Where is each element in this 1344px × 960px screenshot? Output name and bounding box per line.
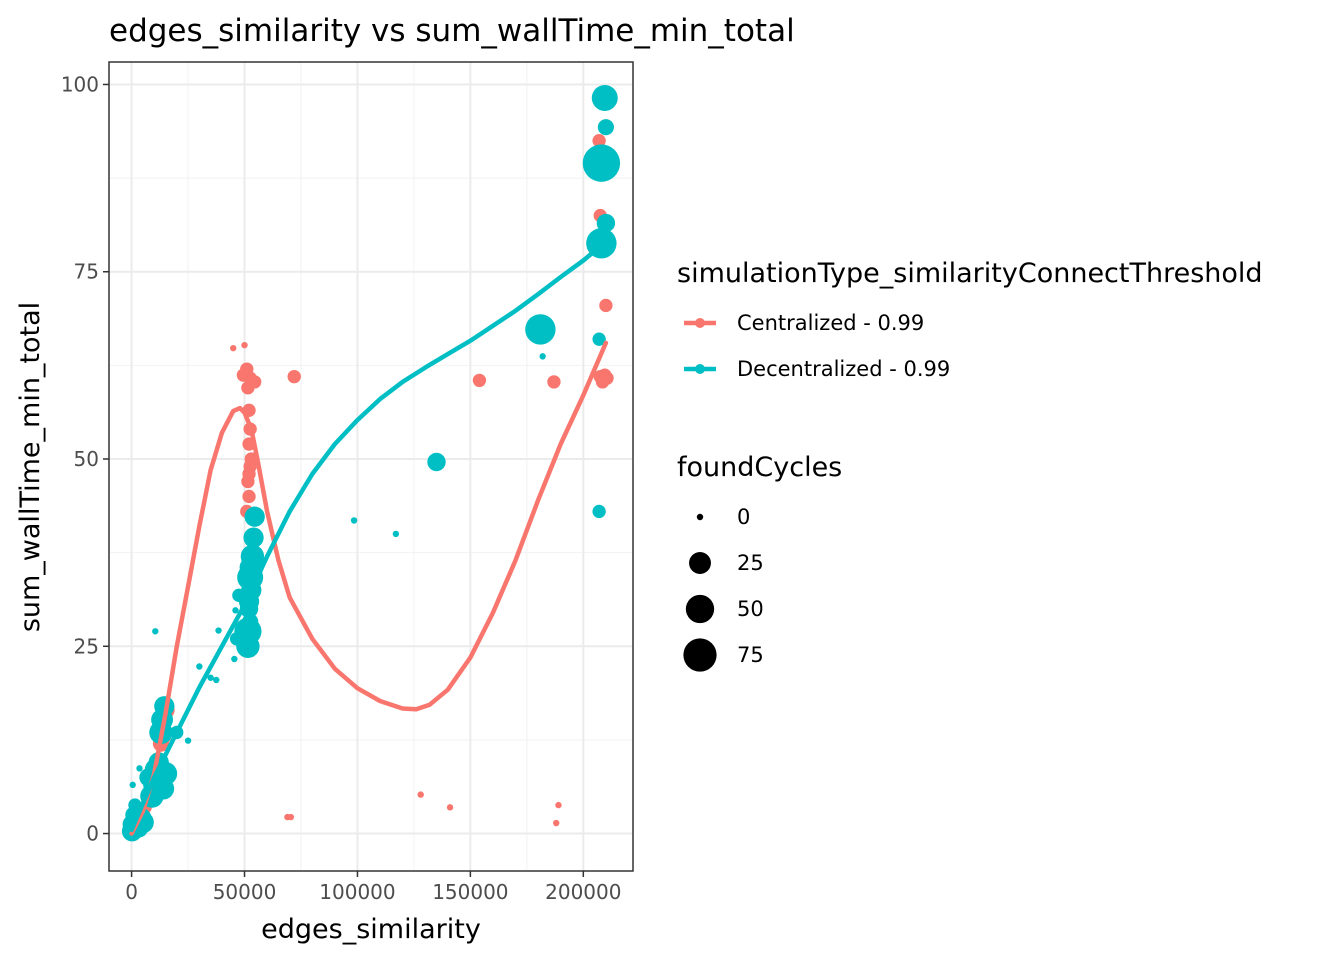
data-point: [547, 375, 561, 389]
size-legend-point: [696, 513, 704, 521]
legend-label: 0: [737, 505, 750, 529]
smooth-line: [129, 340, 609, 836]
legend-key-point: [695, 364, 705, 374]
smooth-line: [129, 239, 609, 833]
data-point: [230, 344, 237, 352]
x-tick-label: 150000: [432, 880, 508, 904]
data-point: [582, 144, 621, 182]
data-point: [215, 627, 222, 634]
data-point: [231, 655, 238, 663]
data-point: [243, 527, 264, 548]
data-point: [152, 628, 159, 635]
legend-label: Decentralized - 0.99: [737, 357, 950, 381]
data-point: [287, 813, 295, 821]
data-point: [129, 781, 136, 789]
size-legend-point: [683, 638, 717, 672]
legend-key-point: [695, 318, 705, 328]
data-point: [350, 517, 358, 524]
legend: simulationType_similarityConnectThreshol…: [677, 258, 1263, 672]
data-point: [555, 801, 562, 809]
legend-label: 50: [737, 597, 764, 621]
data-point: [591, 84, 618, 111]
y-tick-label: 25: [74, 634, 99, 658]
data-layer: [121, 84, 621, 842]
data-point: [592, 133, 606, 148]
data-point: [539, 353, 546, 360]
legend-label: 75: [737, 643, 764, 667]
size-legend-title: foundCycles: [677, 452, 842, 483]
size-legend-point: [689, 552, 711, 574]
data-point: [427, 452, 446, 472]
data-point: [213, 676, 220, 684]
x-axis-title: edges_similarity: [261, 914, 481, 945]
data-point: [597, 119, 614, 136]
data-point: [417, 791, 424, 798]
data-point: [240, 544, 265, 569]
data-point: [207, 674, 214, 681]
y-axis-title: sum_wallTime_min_total: [15, 302, 46, 632]
data-point: [232, 607, 239, 614]
legend-label: 25: [737, 551, 764, 575]
data-point: [592, 332, 606, 346]
data-point: [184, 737, 192, 744]
data-point: [592, 504, 606, 519]
panel-background: [109, 62, 633, 871]
x-tick-label: 50000: [213, 880, 277, 904]
x-tick-label: 0: [125, 880, 138, 904]
data-point: [242, 489, 256, 504]
data-point: [392, 530, 400, 538]
data-point: [599, 298, 613, 313]
data-point: [472, 373, 487, 388]
data-point: [600, 371, 614, 385]
color-legend-title: simulationType_similarityConnectThreshol…: [677, 258, 1263, 289]
data-point: [244, 506, 265, 527]
data-point: [525, 314, 556, 345]
plot-panel: 0 50000 100000 150000 200000 0 25 50 75 100: [61, 61, 634, 904]
chart-title: edges_similarity vs sum_wallTime_min_tot…: [109, 13, 795, 49]
y-tick-label: 100: [61, 72, 99, 96]
x-tick-label: 200000: [545, 880, 621, 904]
data-point: [446, 804, 454, 811]
data-point: [196, 663, 203, 670]
y-tick-label: 50: [74, 447, 99, 471]
legend-label: Centralized - 0.99: [737, 311, 924, 335]
size-legend-point: [685, 594, 715, 624]
x-tick-label: 100000: [319, 880, 395, 904]
y-tick-label: 0: [86, 822, 99, 846]
data-point: [287, 369, 301, 384]
panel-border: [108, 61, 634, 872]
data-point: [136, 765, 143, 772]
data-point: [241, 341, 248, 349]
data-point: [241, 381, 255, 395]
data-point: [596, 213, 616, 233]
data-point: [241, 474, 255, 489]
y-tick-label: 75: [74, 260, 99, 284]
data-point: [553, 819, 560, 827]
